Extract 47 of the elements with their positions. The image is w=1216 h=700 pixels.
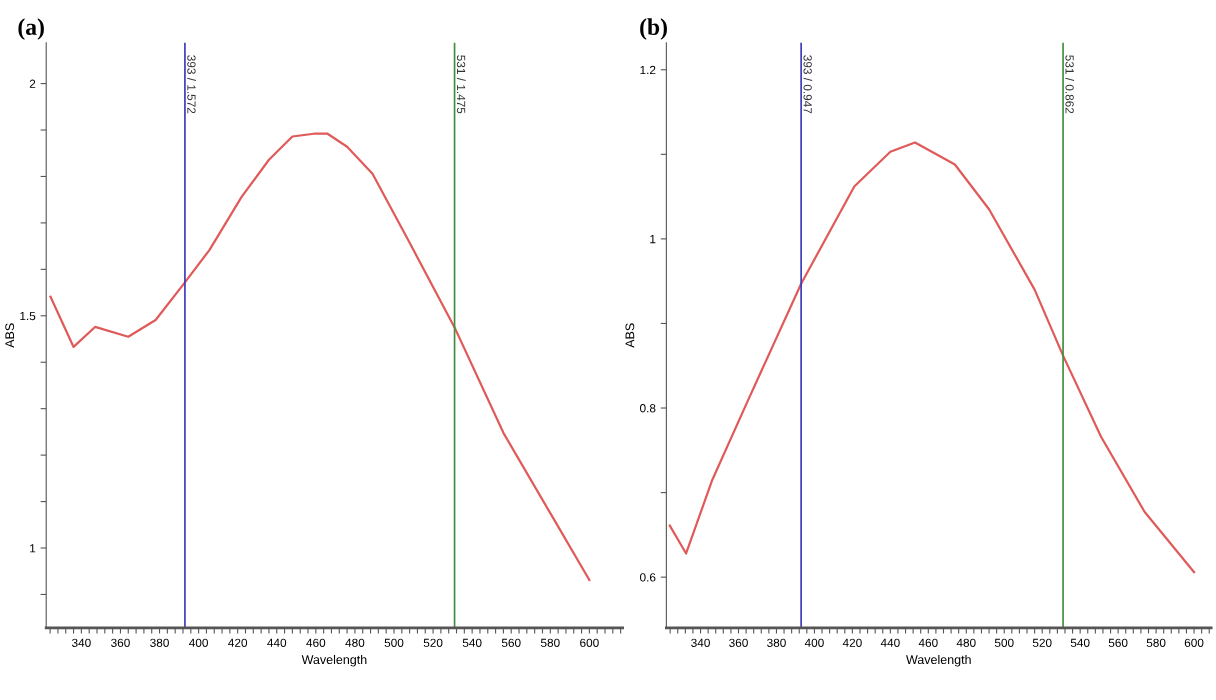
x-tick-label: 440 — [267, 638, 287, 647]
x-tick-label: 400 — [804, 638, 824, 647]
x-tick-label: 500 — [994, 638, 1014, 647]
x-tick-label: 340 — [691, 638, 710, 647]
x-tick-label: 380 — [767, 638, 786, 647]
x-tick-label: 580 — [1146, 638, 1166, 647]
x-tick-label: 460 — [306, 638, 326, 647]
line-series — [668, 141, 1196, 574]
y-tick-label: 1 — [30, 544, 36, 553]
ref-line-label: 393 / 1.572 — [187, 55, 196, 114]
x-tick-label: 360 — [111, 638, 130, 647]
x-tick-label: 560 — [1108, 638, 1128, 647]
x-tick-label: 400 — [189, 638, 208, 647]
ref-line-label: 531 / 1.475 — [456, 55, 466, 114]
chart-title: (a) — [18, 18, 44, 40]
ref-line-label: 393 / 0.947 — [803, 55, 813, 114]
y-tick-label: 1 — [650, 235, 656, 244]
chart-title: (b) — [640, 18, 667, 40]
x-tick-label: 380 — [150, 638, 169, 647]
x-tick-label: 420 — [228, 638, 248, 647]
x-tick-label: 480 — [956, 638, 976, 647]
x-axis-title: Wavelength — [301, 654, 367, 667]
y-tick-label: 2 — [29, 79, 36, 88]
x-tick-label: 420 — [842, 638, 862, 647]
x-tick-label: 360 — [729, 638, 748, 647]
x-tick-label: 540 — [462, 638, 482, 647]
ref-line-label: 531 / 0.862 — [1065, 55, 1075, 114]
x-axis-title: Wavelength — [906, 654, 971, 667]
x-tick-label: 580 — [540, 638, 560, 647]
line-series — [49, 132, 591, 582]
x-tick-label: 600 — [580, 638, 599, 647]
x-tick-label: 340 — [71, 638, 91, 647]
x-tick-label: 600 — [1184, 638, 1204, 647]
y-tick-label: 1.2 — [640, 65, 656, 75]
x-tick-label: 520 — [1032, 638, 1052, 647]
x-tick-label: 560 — [501, 638, 521, 647]
y-tick-label: 0.6 — [640, 573, 656, 582]
x-tick-label: 460 — [918, 638, 938, 647]
x-tick-label: 440 — [880, 638, 900, 647]
y-axis-title: ABS — [625, 323, 635, 348]
x-tick-label: 480 — [345, 638, 365, 647]
y-tick-label: 1.5 — [20, 311, 36, 321]
x-tick-label: 520 — [423, 638, 443, 647]
x-tick-label: 540 — [1070, 638, 1090, 647]
x-tick-label: 500 — [384, 638, 404, 647]
y-axis-title: ABS — [5, 323, 15, 348]
y-tick-label: 0.8 — [640, 404, 656, 413]
